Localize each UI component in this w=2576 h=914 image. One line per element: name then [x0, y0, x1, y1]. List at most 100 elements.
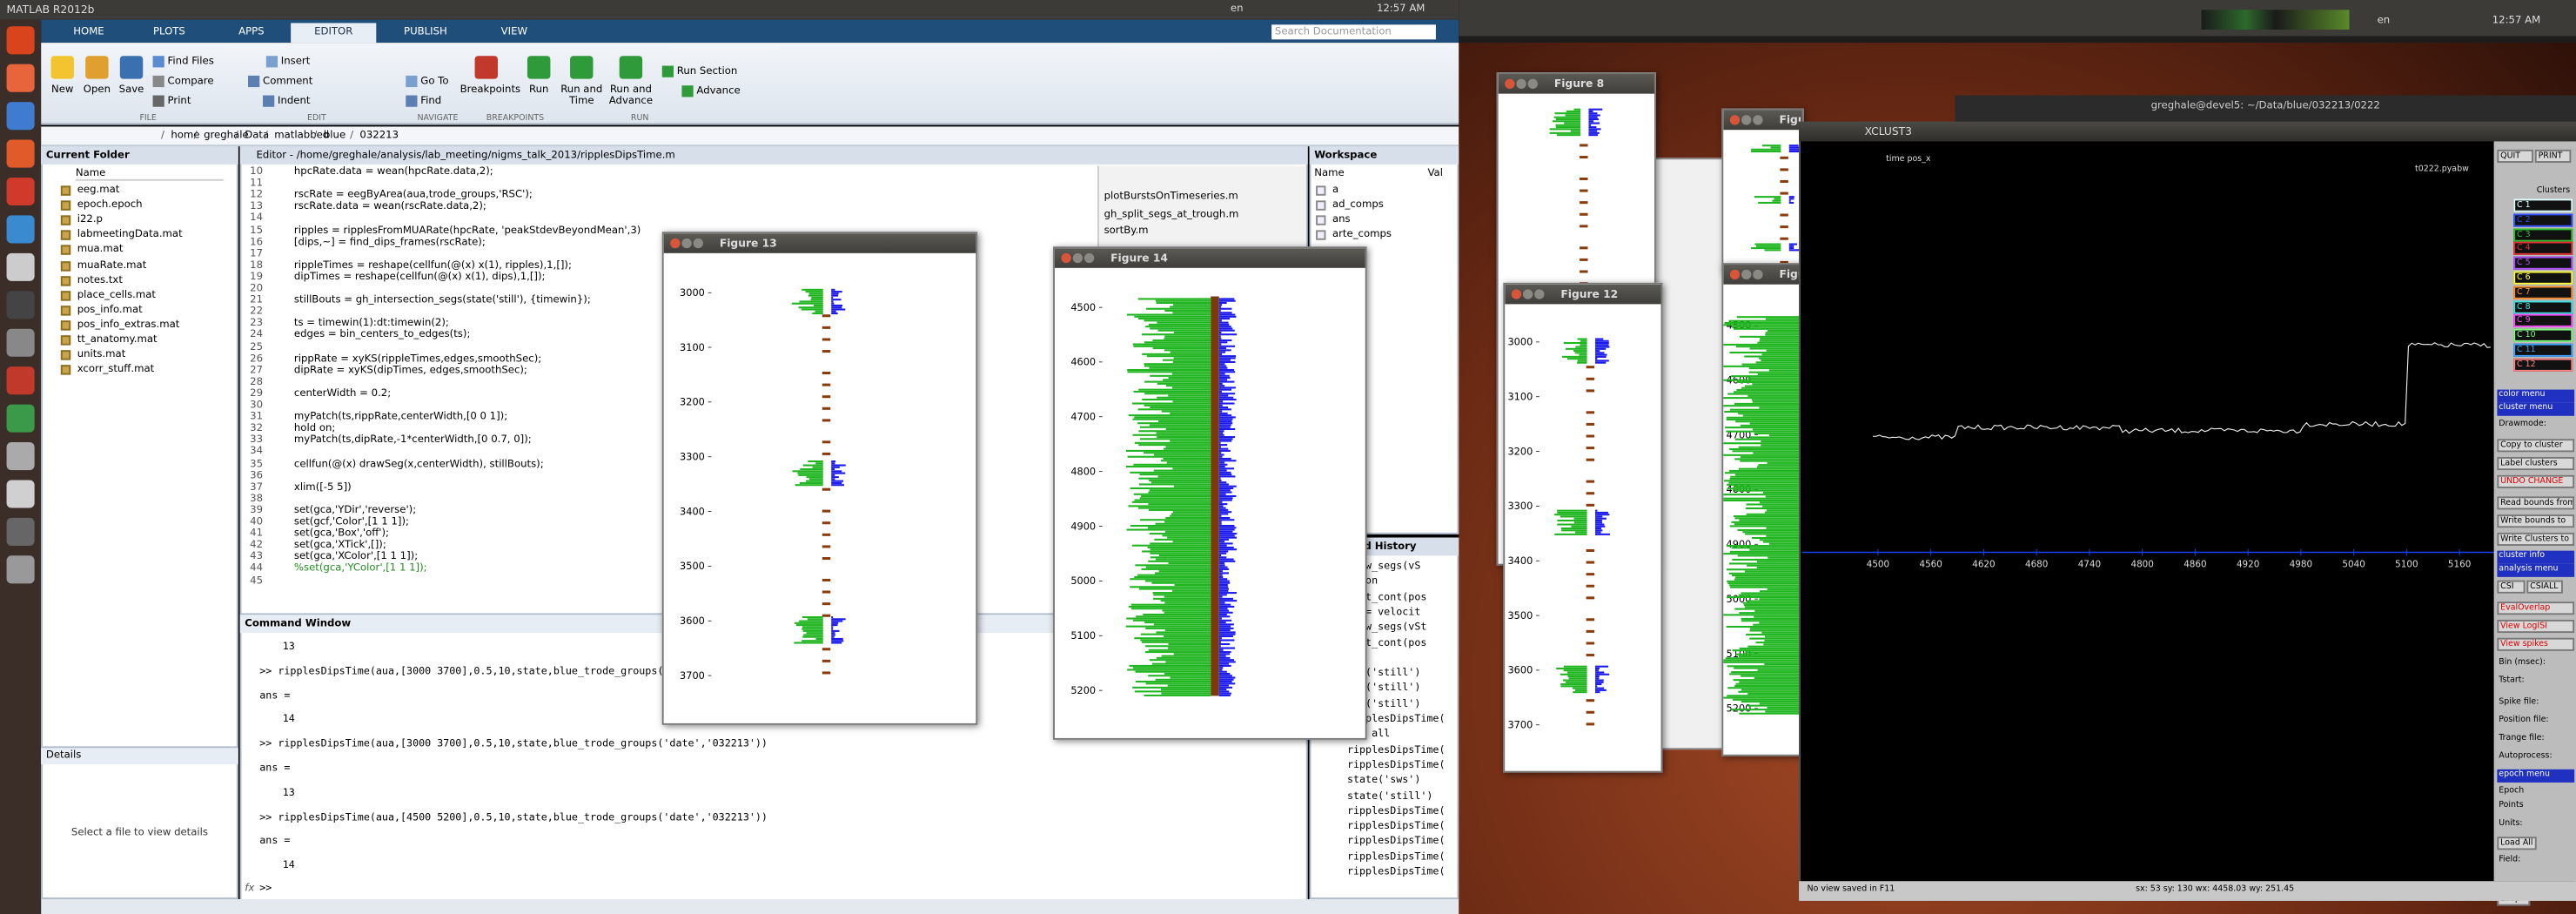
window-button[interactable]	[1083, 252, 1095, 264]
file[interactable]: labmeetingData.mat	[77, 229, 183, 241]
panel-item[interactable]: C 4	[2513, 242, 2573, 256]
panel-item[interactable]: View spikes	[2497, 637, 2575, 651]
window-button[interactable]	[681, 238, 692, 249]
panel-item[interactable]: analysis menu	[2497, 563, 2575, 577]
panel-item[interactable]: C 8	[2513, 299, 2573, 313]
toolbar-button[interactable]: Run Section	[676, 65, 738, 77]
panel-item[interactable]: CSI	[2497, 580, 2526, 594]
window-button[interactable]	[1505, 78, 1515, 89]
panel-item[interactable]: CSIALL	[2526, 580, 2563, 594]
panel-item[interactable]: cluster menu	[2497, 402, 2575, 416]
panel-item[interactable]: cluster info	[2497, 550, 2575, 564]
panel-item[interactable]: Label clusters	[2497, 457, 2575, 471]
launcher-icon[interactable]	[6, 177, 35, 206]
toolbar-button[interactable]: Run	[528, 84, 549, 96]
launcher-icon[interactable]	[6, 442, 35, 471]
window-button[interactable]	[1516, 78, 1526, 89]
toolbar-button[interactable]: New	[50, 84, 74, 96]
history-item[interactable]: ripplesDipsTime(	[1346, 743, 1446, 756]
launcher-icon[interactable]	[6, 252, 35, 281]
window-button[interactable]	[1753, 115, 1763, 125]
tab[interactable]: PUBLISH	[404, 26, 447, 38]
toolbar-button[interactable]: Comment	[263, 75, 313, 88]
panel-item[interactable]: C 6	[2513, 271, 2573, 285]
history-item[interactable]: state('still')	[1346, 790, 1433, 802]
launcher-icon[interactable]	[6, 64, 35, 92]
panel-item[interactable]: C 2	[2513, 213, 2573, 227]
panel-item[interactable]: Load All	[2497, 837, 2537, 850]
toolbar-button[interactable]: Go To	[420, 75, 449, 88]
window-button[interactable]	[1729, 115, 1741, 125]
panel-item[interactable]: Write Clusters to	[2497, 532, 2575, 546]
launcher-icon[interactable]	[6, 215, 35, 244]
toolbar-button[interactable]: Open	[83, 84, 111, 96]
panel-item[interactable]: Read bounds from	[2497, 496, 2575, 510]
panel-item[interactable]: View LogISI	[2497, 619, 2575, 634]
toolbar-button[interactable]: Print	[167, 95, 191, 107]
search-box[interactable]: Search Documentation	[1271, 24, 1436, 40]
toolbar-button[interactable]: Advance	[696, 85, 741, 97]
panel-item[interactable]: Write bounds to	[2497, 514, 2575, 528]
file[interactable]: mua.mat	[77, 244, 124, 256]
path-segment[interactable]: matlabbed	[274, 130, 330, 142]
panel-item[interactable]: PRINT	[2534, 149, 2572, 163]
history-item[interactable]: plot_cont(pos	[1346, 591, 1427, 603]
file[interactable]: notes.txt	[77, 273, 123, 286]
panel-item[interactable]: C 10	[2513, 329, 2573, 343]
history-item[interactable]: ripplesDipsTime(	[1346, 820, 1446, 832]
window-button[interactable]	[1534, 289, 1545, 299]
launcher-icon[interactable]	[6, 517, 35, 546]
variable[interactable]: a	[1332, 184, 1339, 196]
toolbar-button[interactable]: Run and Time	[560, 84, 603, 107]
path-segment[interactable]: 032213	[359, 130, 399, 142]
history-item[interactable]: state('sws')	[1346, 774, 1421, 787]
file[interactable]: i22.p	[77, 213, 103, 226]
window-button[interactable]	[693, 238, 703, 249]
open-file[interactable]: gh_split_segs_at_trough.m	[1104, 207, 1239, 220]
toolbar-button[interactable]: Compare	[167, 75, 214, 88]
panel-item[interactable]: QUIT	[2497, 149, 2533, 163]
panel-item[interactable]: C 3	[2513, 227, 2573, 241]
path-segment[interactable]: blue	[323, 130, 346, 142]
toolbar-button[interactable]: Insert	[280, 56, 311, 68]
open-file[interactable]: sortBy.m	[1104, 225, 1149, 237]
window-button[interactable]	[1741, 269, 1752, 280]
file[interactable]: epoch.epoch	[77, 198, 143, 211]
launcher-icon[interactable]	[6, 291, 35, 319]
launcher-icon[interactable]	[6, 366, 35, 395]
launcher-icon[interactable]	[6, 480, 35, 508]
file[interactable]: pos_info.mat	[77, 303, 143, 316]
panel-item[interactable]: Copy to cluster	[2497, 439, 2575, 453]
window-button[interactable]	[1527, 78, 1538, 89]
path-segment[interactable]: home	[171, 130, 200, 142]
launcher-icon[interactable]	[6, 404, 35, 433]
tab[interactable]: EDITOR	[291, 23, 377, 44]
toolbar-button[interactable]: Find Files	[167, 56, 214, 68]
file[interactable]: place_cells.mat	[77, 288, 157, 301]
launcher-icon[interactable]	[6, 328, 35, 357]
history-item[interactable]: ripplesDipsTime(	[1346, 759, 1446, 771]
variable[interactable]: arte_comps	[1332, 228, 1392, 240]
tab[interactable]: VIEW	[500, 26, 528, 38]
window-button[interactable]	[1072, 252, 1083, 264]
file[interactable]: xcorr_stuff.mat	[77, 363, 155, 375]
panel-item[interactable]: C 5	[2513, 256, 2573, 271]
history-item[interactable]: plot_cont(pos	[1346, 636, 1427, 649]
file[interactable]: muaRate.mat	[77, 259, 147, 271]
launcher-icon[interactable]	[6, 102, 35, 131]
launcher-icon[interactable]	[6, 26, 35, 55]
toolbar-button[interactable]: Find	[420, 95, 442, 107]
history-item[interactable]: ripplesDipsTime(	[1346, 866, 1446, 878]
variable[interactable]: ad_comps	[1332, 198, 1384, 211]
file[interactable]: pos_info_extras.mat	[77, 319, 180, 331]
window-button[interactable]	[1522, 289, 1533, 299]
history-item[interactable]: ripplesDipsTime(	[1346, 713, 1446, 725]
tab[interactable]: PLOTS	[152, 26, 185, 38]
path-segment[interactable]: greghale	[204, 130, 249, 142]
history-item[interactable]: draw_segs(vSt	[1346, 622, 1427, 634]
file[interactable]: eeg.mat	[77, 184, 120, 196]
panel-item[interactable]: C 1	[2513, 198, 2573, 212]
panel-item[interactable]: C 7	[2513, 286, 2573, 299]
panel-item[interactable]: epoch menu	[2497, 769, 2575, 783]
history-item[interactable]: ripplesDipsTime(	[1346, 836, 1446, 848]
